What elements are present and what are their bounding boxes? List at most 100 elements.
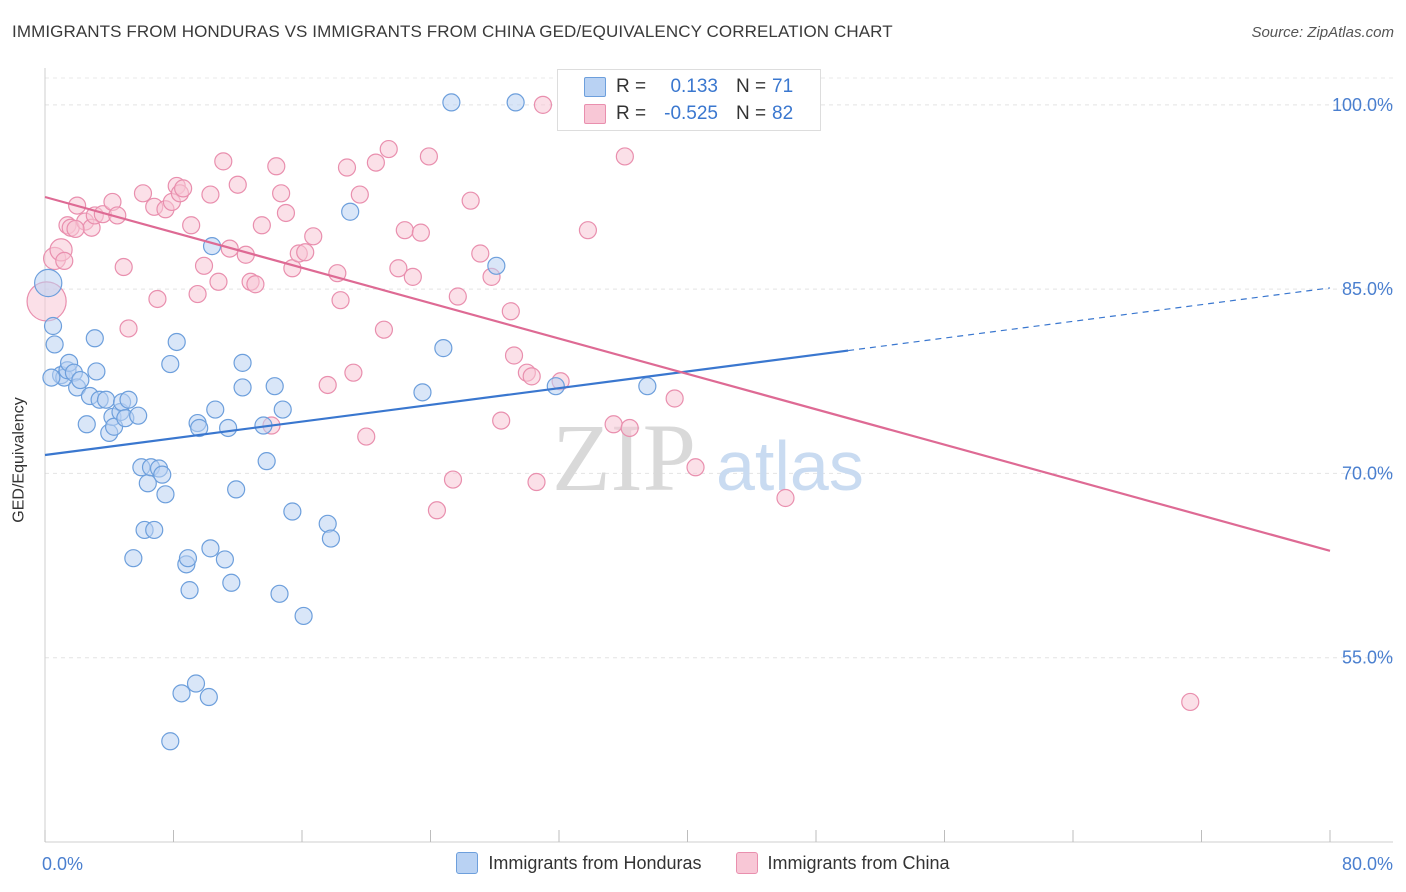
china-points xyxy=(26,95,1200,712)
china-point xyxy=(119,319,138,338)
china-point xyxy=(527,472,546,492)
china-point xyxy=(389,259,408,278)
china-trend-line xyxy=(44,195,1331,552)
honduras-point xyxy=(186,674,206,693)
china-point xyxy=(331,291,350,310)
china-point xyxy=(214,152,233,171)
china-point xyxy=(246,275,265,294)
y-tick-label: 85.0% xyxy=(1342,279,1393,299)
honduras-point xyxy=(119,390,138,409)
honduras-point xyxy=(233,378,252,397)
honduras-point xyxy=(202,237,222,256)
honduras-point xyxy=(129,406,148,425)
honduras-point xyxy=(87,362,106,381)
honduras-point xyxy=(273,400,292,419)
china-point xyxy=(114,257,133,277)
legend-item-china[interactable]: Immigrants from China xyxy=(735,852,950,874)
honduras-point xyxy=(434,339,453,358)
honduras-r-label: R = xyxy=(616,76,647,97)
china-point xyxy=(533,95,553,114)
china-point xyxy=(276,203,296,223)
china-n-label: N = xyxy=(736,103,767,124)
china-point xyxy=(615,147,634,166)
watermark-zip: ZIP xyxy=(552,404,696,511)
china-point xyxy=(182,216,201,235)
china-point xyxy=(578,221,598,240)
honduras-point xyxy=(199,687,218,707)
honduras-point xyxy=(321,529,341,548)
china-swatch xyxy=(584,104,606,124)
honduras-point xyxy=(546,377,565,396)
honduras-swatch xyxy=(584,77,606,97)
honduras-points xyxy=(34,93,657,751)
honduras-point xyxy=(156,485,175,504)
china-r-label: R = xyxy=(616,103,647,124)
china-point xyxy=(471,244,490,263)
honduras-point xyxy=(161,354,180,374)
legend-china-label: Immigrants from China xyxy=(767,852,950,873)
honduras-point xyxy=(222,573,241,592)
china-point xyxy=(395,221,414,240)
china-point xyxy=(201,185,220,204)
china-point xyxy=(318,375,337,395)
china-point xyxy=(379,139,398,159)
honduras-point xyxy=(96,390,116,409)
stats-row-honduras: R = 0.133 N = 71 xyxy=(558,74,820,100)
honduras-point xyxy=(190,418,209,438)
trend-lines xyxy=(44,195,1331,552)
china-point xyxy=(620,418,639,438)
chart-source: Source: ZipAtlas.com xyxy=(1251,24,1394,41)
honduras-point xyxy=(206,400,225,419)
china-point xyxy=(504,346,524,365)
honduras-point xyxy=(294,606,313,626)
legend-item-honduras[interactable]: Immigrants from Honduras xyxy=(456,852,702,874)
honduras-point xyxy=(43,316,63,336)
china-point xyxy=(188,284,207,304)
china-point xyxy=(194,256,214,275)
honduras-point xyxy=(413,383,432,402)
honduras-point xyxy=(257,452,276,471)
honduras-point xyxy=(71,370,90,390)
honduras-point xyxy=(233,353,252,372)
china-point xyxy=(665,389,684,408)
china-point xyxy=(604,415,623,434)
china-point xyxy=(366,153,385,172)
china-point xyxy=(448,287,467,306)
china-point xyxy=(350,185,369,204)
honduras-n-label: N = xyxy=(736,76,767,97)
watermark: ZIP atlas xyxy=(552,404,864,511)
y-tick-label: 55.0% xyxy=(1342,648,1393,668)
honduras-point xyxy=(77,415,96,434)
china-point xyxy=(344,363,363,382)
honduras-point xyxy=(153,465,172,484)
china-point xyxy=(296,243,315,262)
china-point xyxy=(776,488,795,508)
honduras-point xyxy=(318,514,337,533)
honduras-point xyxy=(124,549,143,568)
china-point xyxy=(374,320,394,339)
honduras-point xyxy=(215,550,234,569)
honduras-point xyxy=(506,93,525,112)
china-point xyxy=(522,367,541,386)
honduras-point xyxy=(227,480,246,499)
honduras-point xyxy=(45,335,64,354)
china-point xyxy=(357,427,376,446)
honduras-r-value: 0.133 xyxy=(670,76,718,97)
honduras-point xyxy=(341,202,360,221)
china-point xyxy=(411,223,430,242)
honduras-point xyxy=(85,329,104,348)
honduras-point xyxy=(167,332,186,352)
honduras-point xyxy=(42,368,61,387)
china-point xyxy=(66,219,85,239)
china-point xyxy=(443,470,463,489)
china-point xyxy=(492,411,511,430)
honduras-point xyxy=(283,502,302,521)
honduras-trend-extension xyxy=(848,287,1331,352)
honduras-point xyxy=(270,584,289,603)
china-point xyxy=(304,227,323,246)
china-point xyxy=(174,179,193,198)
honduras-point xyxy=(219,418,238,438)
honduras-point xyxy=(180,581,199,600)
chart-title: IMMIGRANTS FROM HONDURAS VS IMMIGRANTS F… xyxy=(12,22,893,41)
